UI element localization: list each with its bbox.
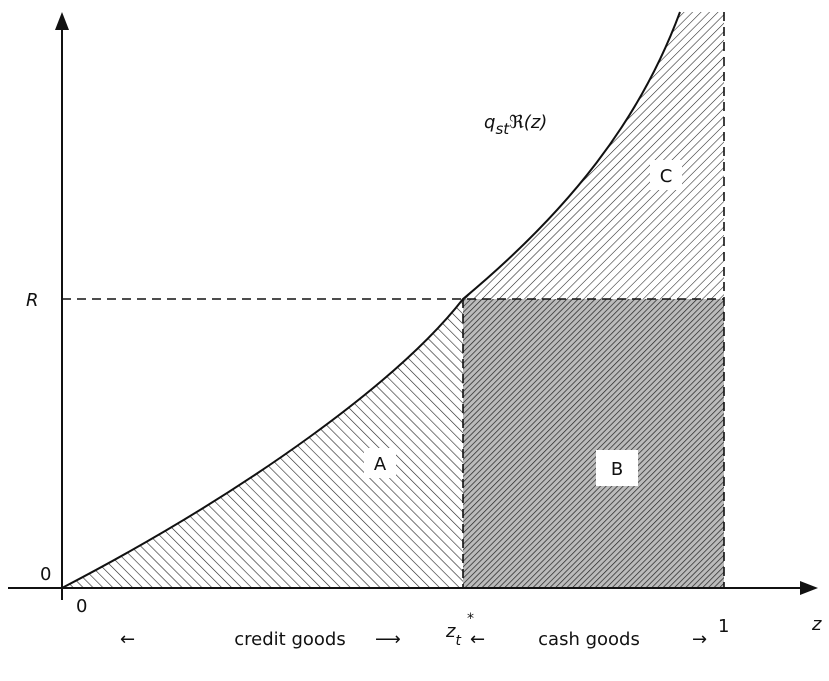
curve-label: qstℜ(z) <box>484 112 547 138</box>
credit-label: credit goods <box>234 629 345 650</box>
x-label: z <box>811 614 822 635</box>
arrow: → <box>692 629 707 650</box>
label-box-a <box>364 448 396 478</box>
region-c <box>463 12 724 299</box>
region-b <box>463 299 724 588</box>
z-sub: t <box>455 633 461 649</box>
arrow: ⟶ <box>375 629 401 650</box>
region-a <box>62 299 463 588</box>
z-base: z <box>445 621 456 642</box>
arrow: ← <box>470 629 485 650</box>
curve-sub: st <box>495 120 510 138</box>
y-label: R <box>26 290 39 311</box>
x-one: 1 <box>718 616 729 637</box>
z-star: zt * <box>445 611 474 649</box>
curve-base: q <box>484 112 495 133</box>
region-label-b: B <box>611 459 623 480</box>
region-label-a: A <box>374 454 387 475</box>
curve-rest: ℜ(z) <box>509 112 547 133</box>
y-origin: 0 <box>40 564 51 585</box>
z-sup: * <box>467 611 474 627</box>
curve <box>61 11 681 589</box>
x-arrow <box>800 581 818 595</box>
label-box-c <box>650 160 682 190</box>
cash-label: cash goods <box>538 629 640 650</box>
region-label-c: C <box>660 166 673 187</box>
label-box-b <box>596 450 638 486</box>
x-origin: 0 <box>76 596 87 617</box>
arrow: ← <box>120 629 135 650</box>
y-arrow <box>55 12 69 30</box>
